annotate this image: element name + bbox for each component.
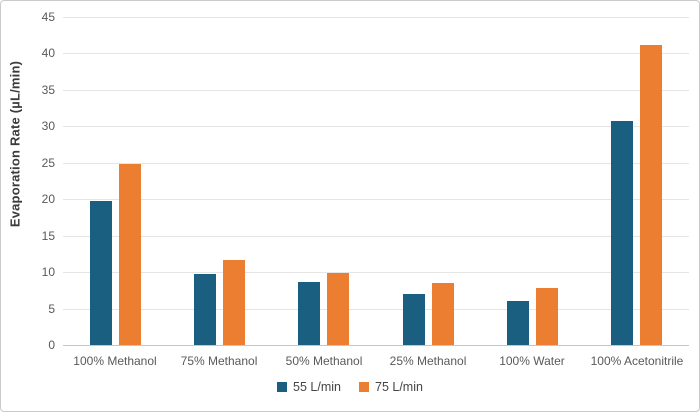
chart-bar-series1-cat1	[90, 201, 112, 345]
y-tick-label: 0	[48, 338, 55, 352]
chart-legend: 55 L/min 75 L/min	[1, 380, 699, 394]
chart-bar-series1-cat3	[298, 282, 320, 345]
x-category-label: 75% Methanol	[180, 354, 258, 368]
chart-bar-series2-cat5	[536, 288, 558, 345]
x-category-label: 100% Water	[499, 354, 565, 368]
x-category-label: 50% Methanol	[285, 354, 363, 368]
y-tick-label: 40	[41, 46, 55, 60]
gridline	[63, 199, 689, 200]
gridline	[63, 163, 689, 164]
chart-bar-series2-cat2	[223, 260, 245, 345]
legend-item: 55 L/min	[277, 380, 341, 394]
gridline	[63, 236, 689, 237]
y-tick-label: 10	[41, 265, 55, 279]
gridline	[63, 90, 689, 91]
chart-bar-series2-cat6	[640, 45, 662, 345]
chart-bar-series1-cat6	[611, 121, 633, 345]
y-tick-label: 5	[48, 302, 55, 316]
chart-bar-series2-cat4	[432, 283, 454, 345]
gridline	[63, 126, 689, 127]
x-axis-line	[63, 345, 689, 346]
legend-swatch-icon	[277, 382, 288, 392]
chart-bar-series2-cat3	[327, 273, 349, 345]
legend-label: 55 L/min	[293, 380, 341, 394]
legend-label: 75 L/min	[375, 380, 423, 394]
gridline	[63, 17, 689, 18]
x-category-label: 25% Methanol	[389, 354, 467, 368]
y-tick-label: 30	[41, 119, 55, 133]
gridline	[63, 272, 689, 273]
chart-bar-series1-cat4	[403, 294, 425, 345]
gridline	[63, 309, 689, 310]
y-tick-label: 25	[41, 156, 55, 170]
chart-bar-series2-cat1	[119, 164, 141, 345]
legend-swatch-icon	[359, 382, 369, 392]
y-tick-label: 35	[41, 83, 55, 97]
y-tick-label: 45	[41, 10, 55, 24]
gridline	[63, 53, 689, 54]
y-tick-label: 15	[41, 229, 55, 243]
chart-bar-series1-cat2	[194, 274, 216, 345]
y-tick-label: 20	[41, 192, 55, 206]
x-category-label: 100% Methanol	[73, 354, 157, 368]
chart-bar-series1-cat5	[507, 301, 529, 345]
x-category-label: 100% Acetonitrile	[590, 354, 684, 368]
legend-item: 75 L/min	[359, 380, 423, 394]
